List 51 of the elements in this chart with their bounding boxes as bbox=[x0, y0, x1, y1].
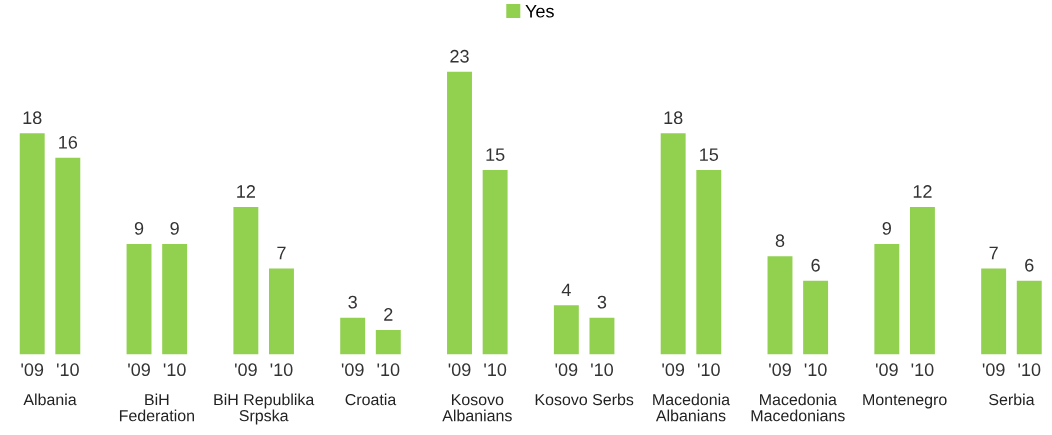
data-label: 15 bbox=[700, 148, 719, 161]
text: BiH Republika Srpska bbox=[214, 393, 315, 425]
data-label: 7 bbox=[277, 246, 286, 260]
data-label: 18 bbox=[664, 111, 683, 125]
x-tick-label: '10 bbox=[804, 363, 827, 377]
x-tick-label: '09 bbox=[448, 363, 471, 377]
text: Albania bbox=[23, 393, 77, 406]
text: Kosovo Albanians bbox=[442, 394, 512, 422]
data-label: 12 bbox=[237, 185, 255, 198]
x-tick-label: '09 bbox=[662, 363, 685, 377]
data-label: 16 bbox=[59, 135, 78, 149]
x-tick-label: '10 bbox=[591, 363, 614, 377]
x-tick-label: '10 bbox=[163, 363, 186, 377]
data-label: 9 bbox=[882, 221, 891, 235]
data-label: 3 bbox=[348, 295, 357, 309]
data-label: 15 bbox=[486, 148, 505, 161]
data-label: 9 bbox=[134, 221, 144, 235]
text: Macedonia Macedonians bbox=[751, 393, 845, 422]
text: Croatia bbox=[345, 393, 397, 406]
x-tick-label: '10 bbox=[56, 363, 79, 377]
data-label: 3 bbox=[597, 295, 607, 309]
data-label: 18 bbox=[23, 111, 42, 125]
data-label: 7 bbox=[989, 246, 998, 260]
x-tick-label: '09 bbox=[875, 363, 898, 377]
data-label: 12 bbox=[913, 185, 932, 198]
data-label: 23 bbox=[450, 49, 469, 63]
data-label: 9 bbox=[170, 221, 179, 235]
x-tick-label: '09 bbox=[21, 363, 44, 377]
x-tick-label: '09 bbox=[341, 363, 364, 377]
text: BiH Federation bbox=[119, 393, 194, 422]
x-tick-label: '09 bbox=[769, 363, 791, 377]
x-tick-label: '10 bbox=[484, 363, 507, 377]
data-label: 6 bbox=[1025, 258, 1034, 272]
x-tick-label: '10 bbox=[697, 363, 720, 377]
data-label: 8 bbox=[775, 234, 785, 248]
x-tick-label: '10 bbox=[911, 363, 934, 377]
x-tick-label: '09 bbox=[235, 363, 257, 377]
x-tick-label: '09 bbox=[982, 363, 1005, 377]
x-tick-label: '09 bbox=[555, 363, 578, 377]
legend-label: Yes bbox=[525, 4, 554, 18]
data-label: 4 bbox=[561, 283, 571, 297]
x-tick-label: '10 bbox=[1018, 363, 1041, 377]
text: Macedonia Albanians bbox=[653, 393, 731, 422]
x-tick-label: '10 bbox=[270, 363, 293, 377]
data-label: 6 bbox=[811, 258, 820, 272]
data-label: 2 bbox=[384, 308, 393, 321]
text: Montenegro bbox=[863, 394, 947, 409]
x-tick-label: '10 bbox=[377, 363, 400, 377]
text: Serbia bbox=[989, 393, 1035, 406]
x-tick-label: '09 bbox=[128, 363, 150, 377]
text: Kosovo Serbs bbox=[535, 393, 634, 406]
